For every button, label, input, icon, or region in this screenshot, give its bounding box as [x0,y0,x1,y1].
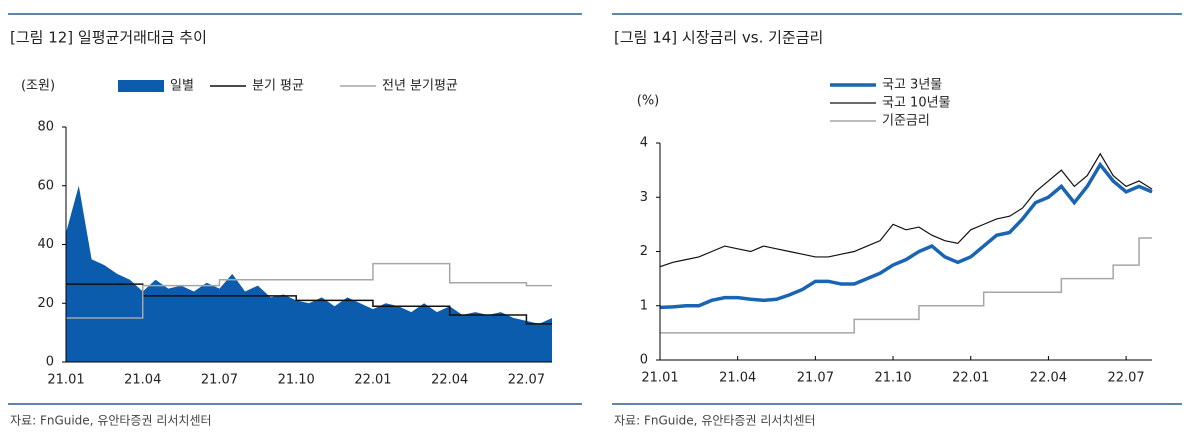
x-tick-label: 21.01 [641,371,678,386]
legend-label: 기준금리 [882,114,930,129]
y-tick-label: 4 [640,136,648,151]
y-tick-label: 0 [640,353,648,368]
chart-title: [그림 14] 시장금리 vs. 기준금리 [614,29,823,47]
unit-label: (조원) [21,79,55,94]
legend-label: 일별 [170,79,194,94]
line [659,152,1153,268]
x-tick-label: 22.01 [952,371,989,386]
line [66,262,552,319]
y-tick-label: 40 [37,237,54,252]
y-tick-label: 3 [640,190,648,205]
x-tick-label: 21.10 [278,373,315,388]
x-tick-label: 21.01 [47,373,84,388]
x-tick-label: 22.07 [508,373,545,388]
legend-label: 전년 분기평균 [382,79,458,94]
legend-label: 국고 3년물 [882,78,942,93]
source: 자료: FnGuide, 유안타증권 리서치센터 [10,414,212,428]
y-tick-label: 80 [37,120,54,135]
line [659,161,1153,310]
line [66,283,552,325]
x-tick-label: 22.07 [1107,371,1144,386]
legend-label: 국고 10년물 [882,96,951,111]
legend-swatch [118,80,164,92]
x-tick-label: 21.07 [201,373,238,388]
line [660,237,1152,334]
y-tick-label: 20 [37,296,54,311]
y-tick-label: 2 [640,244,648,259]
area [66,185,552,362]
y-tick-label: 1 [640,298,648,313]
legend-label: 분기 평균 [252,79,304,94]
unit-label: (%) [637,94,660,109]
x-tick-label: 21.10 [874,371,911,386]
x-tick-label: 22.04 [431,373,468,388]
x-tick-label: 22.04 [1030,371,1067,386]
y-tick-label: 60 [37,178,54,193]
x-tick-label: 21.07 [797,371,834,386]
source: 자료: FnGuide, 유안타증권 리서치센터 [614,414,816,428]
x-tick-label: 21.04 [719,371,756,386]
x-tick-label: 22.01 [354,373,391,388]
chart-title: [그림 12] 일평균거래대금 추이 [10,29,207,47]
y-tick-label: 0 [46,355,54,370]
x-tick-label: 21.04 [124,373,161,388]
